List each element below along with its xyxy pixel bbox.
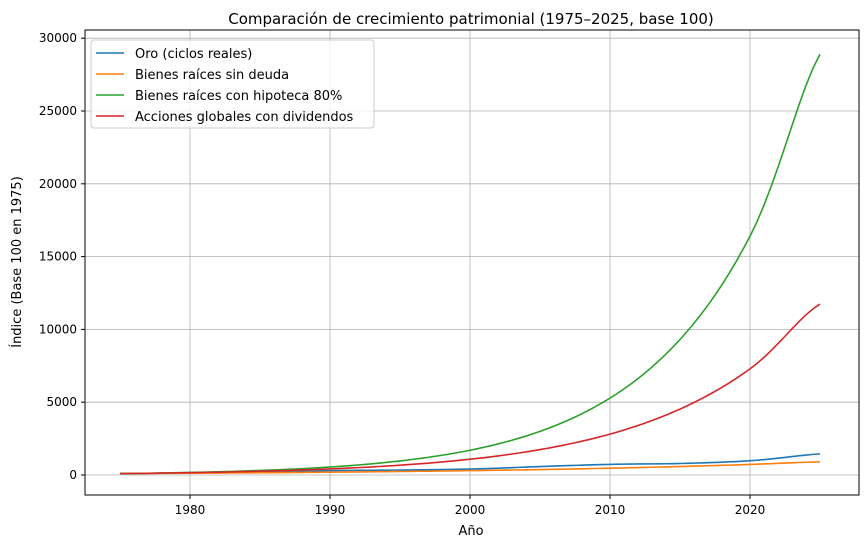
x-tick-label: 2010	[595, 503, 626, 517]
series-line	[119, 303, 821, 475]
x-tick-label: 1980	[175, 503, 206, 517]
legend-label: Bienes raíces sin deuda	[135, 68, 289, 83]
y-tick-label: 0	[69, 468, 77, 482]
y-tick-label: 10000	[39, 322, 77, 336]
x-ticks: 1980 1990 2000 2010 2020	[175, 495, 766, 517]
series-line	[119, 461, 821, 475]
y-ticks: 0 5000 10000 15000 20000 25000 30000	[39, 31, 85, 482]
x-tick-label: 1990	[315, 503, 346, 517]
x-tick-label: 2000	[455, 503, 486, 517]
series-lines	[119, 53, 821, 475]
chart-title: Comparación de crecimiento patrimonial (…	[228, 10, 714, 28]
y-tick-label: 25000	[39, 104, 77, 118]
y-tick-label: 30000	[39, 31, 77, 45]
legend-label: Acciones globales con dividendos	[135, 110, 354, 125]
legend-box	[90, 39, 375, 129]
legend-label: Oro (ciclos reales)	[135, 47, 252, 62]
legend: Oro (ciclos reales) Bienes raíces sin deu…	[90, 39, 375, 129]
x-tick-label: 2020	[735, 503, 766, 517]
x-axis-label: Año	[458, 524, 483, 539]
y-tick-label: 15000	[39, 250, 77, 264]
legend-label: Bienes raíces con hipoteca 80%	[135, 89, 342, 104]
plot-frame	[84, 29, 860, 496]
y-axis-label: Índice (Base 100 en 1975)	[9, 176, 25, 348]
y-tick-label: 20000	[39, 177, 77, 191]
y-tick-label: 5000	[46, 395, 77, 409]
